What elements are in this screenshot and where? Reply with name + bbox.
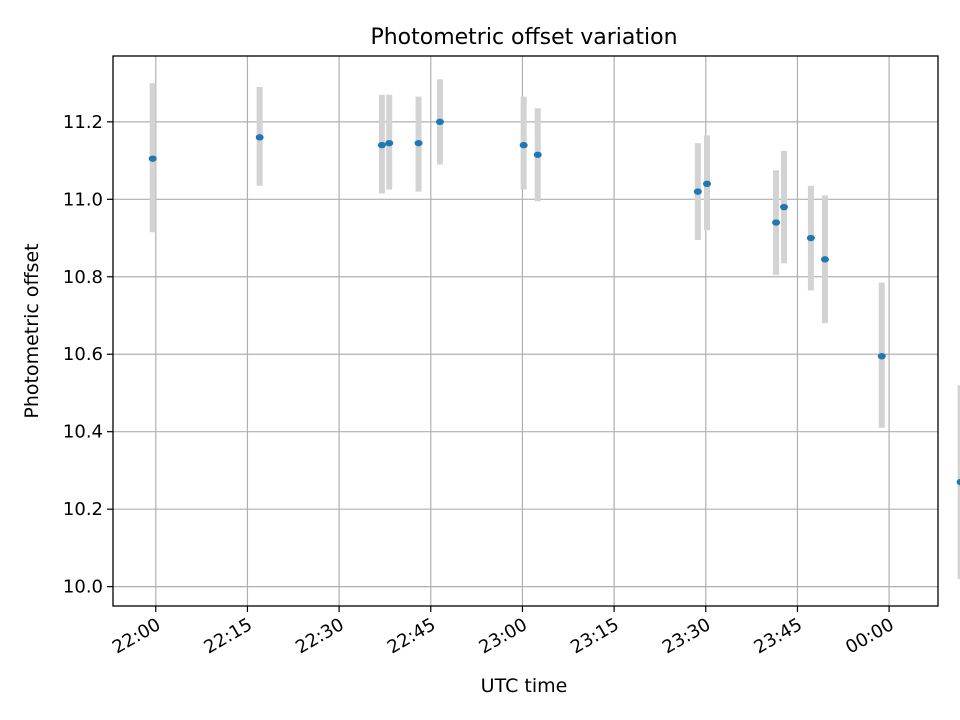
- data-point: [435, 118, 444, 126]
- data-points: [148, 118, 960, 486]
- data-point: [414, 139, 423, 147]
- data-point: [385, 139, 394, 147]
- y-tick-label: 10.4: [63, 422, 103, 443]
- data-point: [693, 188, 702, 195]
- y-tick-label: 11.2: [63, 112, 103, 133]
- y-tick-label: 10.0: [63, 577, 103, 598]
- data-point: [956, 478, 960, 486]
- data-point: [519, 141, 528, 149]
- y-tick-label: 10.8: [63, 267, 103, 288]
- data-point: [377, 141, 386, 149]
- data-point: [148, 155, 157, 162]
- data-point: [877, 352, 886, 360]
- y-axis-ticks: 10.0 10.2 10.4 10.6 10.8 11.0 11.2: [63, 112, 113, 598]
- y-axis-label: Photometric offset: [21, 243, 43, 418]
- data-point: [772, 219, 781, 226]
- y-tick-label: 10.2: [63, 499, 103, 520]
- data-point: [820, 256, 829, 263]
- data-point: [533, 151, 542, 158]
- y-tick-label: 11.0: [63, 189, 103, 210]
- chart-title: Photometric offset variation: [370, 25, 677, 50]
- y-tick-label: 10.6: [63, 344, 103, 365]
- x-axis-label: UTC time: [481, 675, 568, 697]
- data-point: [780, 203, 788, 211]
- data-point: [255, 134, 264, 141]
- data-point: [806, 234, 815, 242]
- axes-frame: [112, 55, 939, 607]
- data-point: [703, 180, 711, 188]
